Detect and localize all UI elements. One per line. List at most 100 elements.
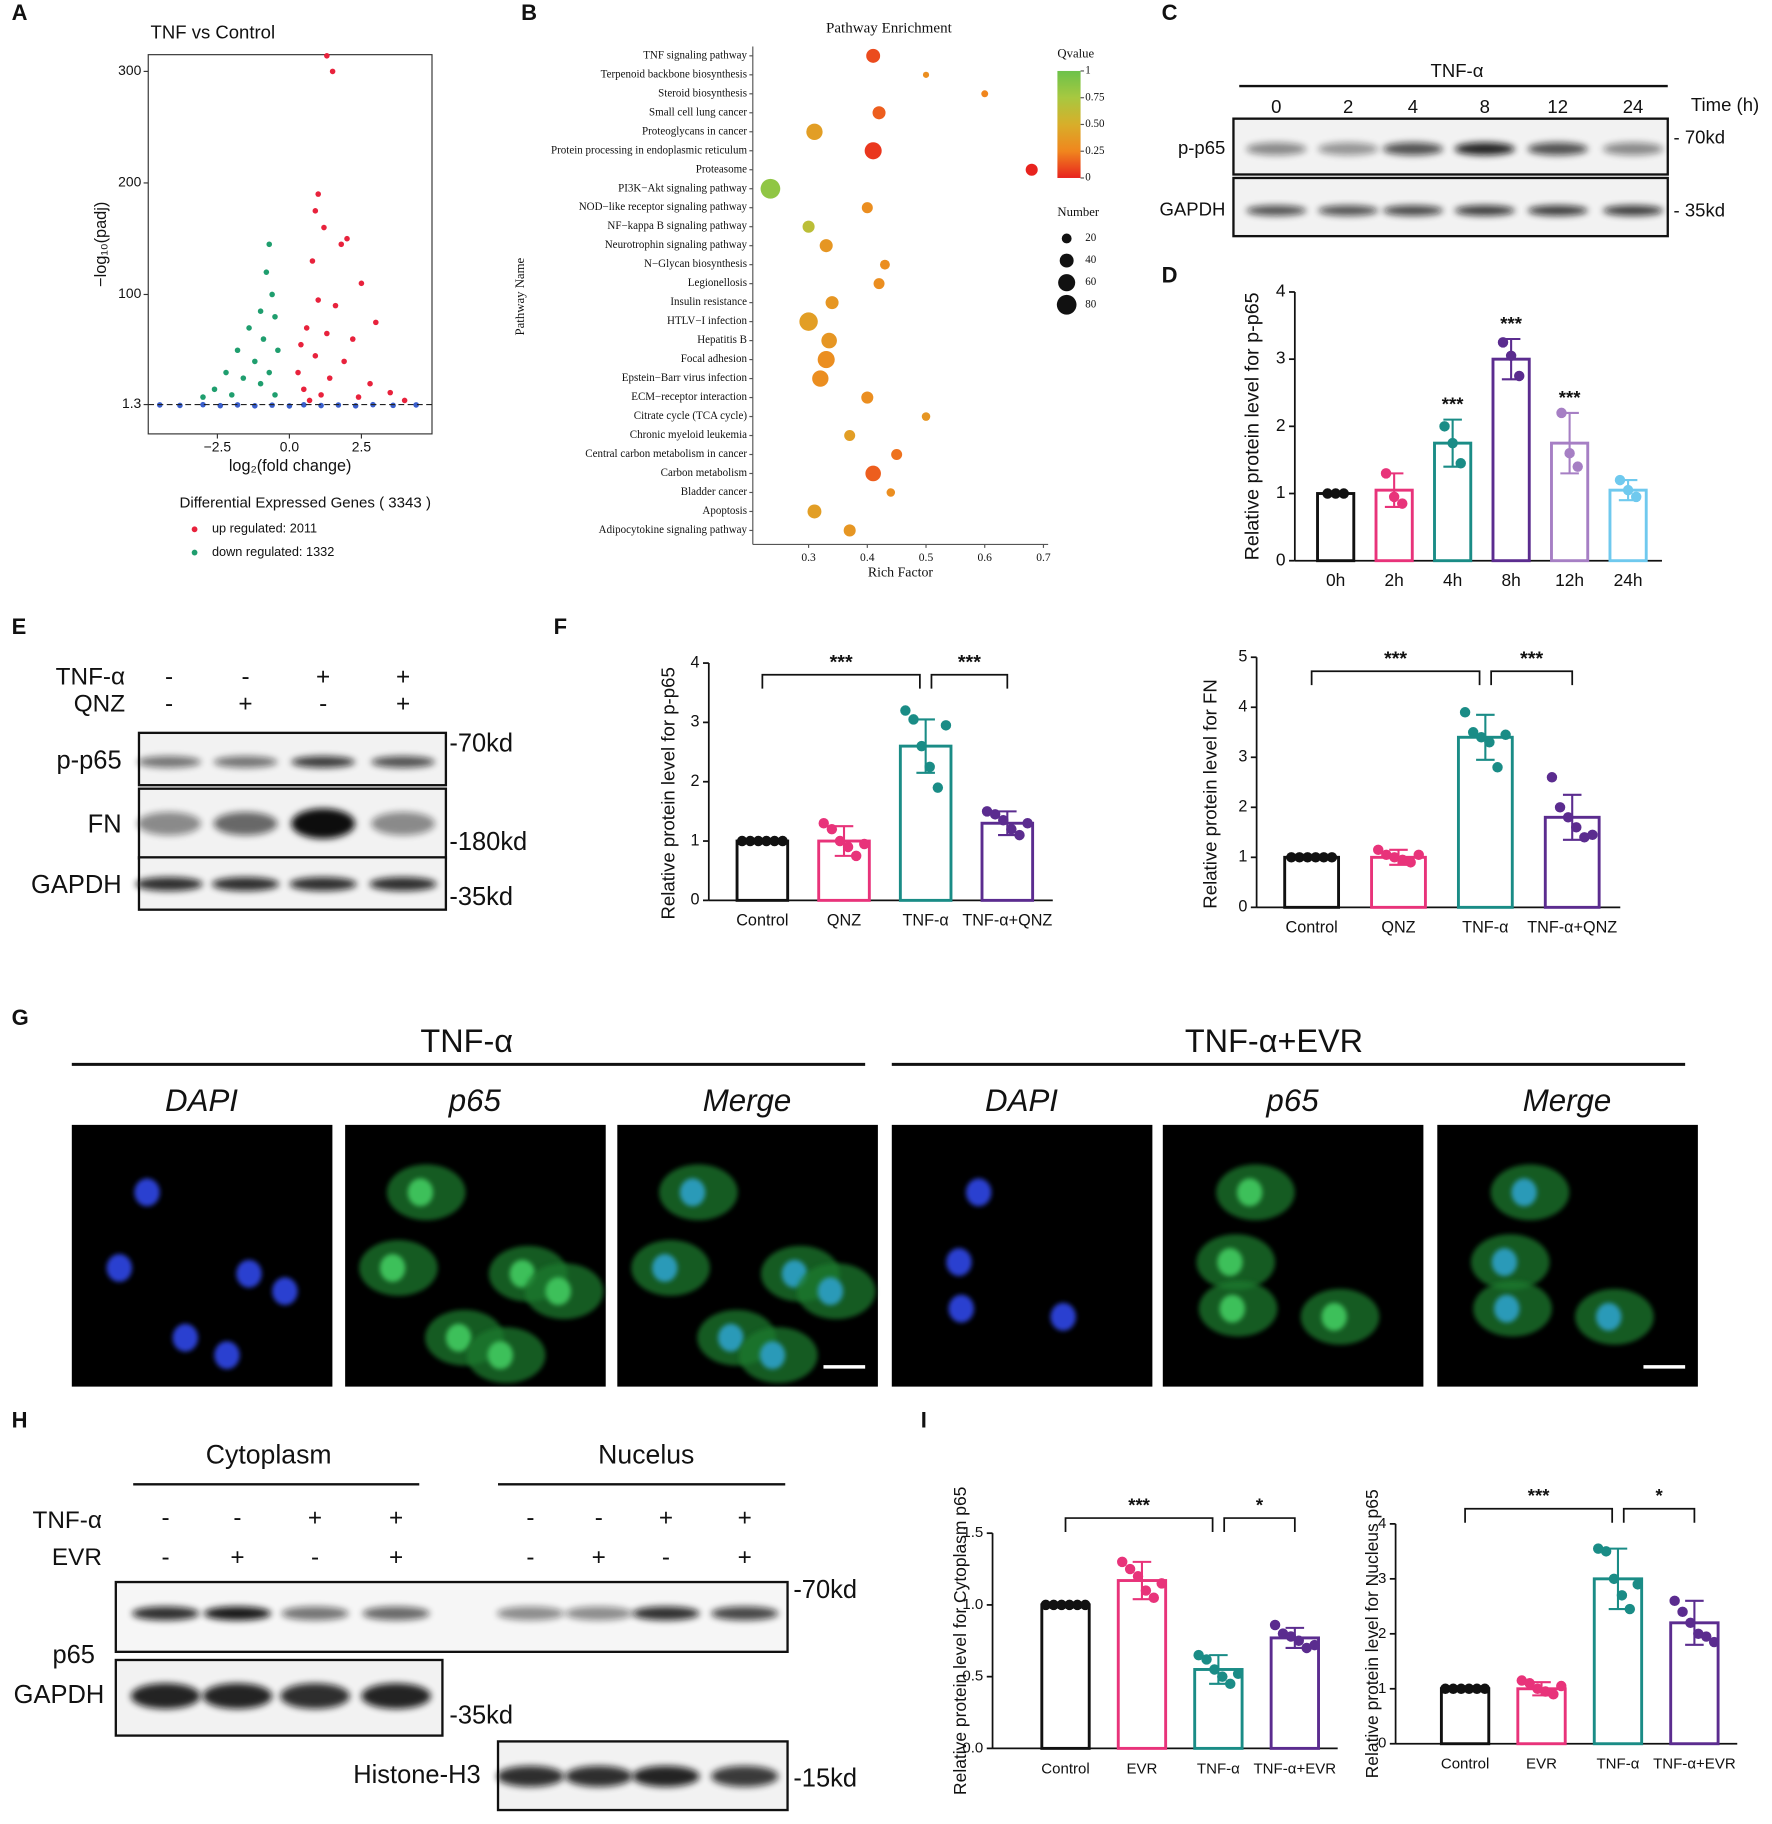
data-point: [908, 714, 919, 725]
blot-band: [496, 1606, 565, 1621]
point: [401, 397, 408, 404]
condition-sign: -: [162, 1505, 170, 1532]
data-point: [1624, 1603, 1636, 1615]
data-point: [1587, 829, 1598, 841]
point: [329, 68, 336, 75]
data-point: [1022, 818, 1033, 829]
nucleus: [817, 1277, 844, 1306]
nucleus: [545, 1277, 571, 1306]
data-point: [1072, 1599, 1083, 1611]
point: [301, 401, 307, 408]
data-point: [1554, 802, 1566, 813]
category-label: 4h: [1443, 570, 1462, 590]
data-point: [1459, 707, 1471, 718]
data-point: [1132, 1570, 1144, 1582]
x-tick-label: 2.5: [352, 439, 372, 455]
category-label: 12h: [1555, 570, 1584, 590]
point: [211, 386, 218, 393]
blot-band: [371, 811, 435, 836]
y-tick-label: 0.0: [962, 1739, 983, 1756]
category-label: Epstein−Barr virus infection: [622, 372, 748, 384]
colorbar-label: 0.25: [1085, 145, 1105, 157]
lane-label: 8: [1480, 96, 1490, 117]
category-label: Citrate cycle (TCA cycle): [634, 410, 748, 422]
category-label: TNF-α+QNZ: [1527, 919, 1617, 937]
category-label: ECM−receptor interaction: [631, 391, 747, 403]
y-tick-label: 1: [1378, 1680, 1386, 1697]
data-point: [924, 761, 935, 773]
blot-band: [211, 877, 280, 892]
y-tick-label: 5: [1238, 648, 1247, 666]
point: [200, 394, 206, 400]
blot-band: [371, 756, 435, 768]
bubble: [819, 239, 833, 253]
bracket-label: ***: [1384, 648, 1407, 670]
size-legend-dot: [1061, 233, 1072, 244]
data-point: [998, 815, 1009, 826]
data-point: [736, 835, 748, 847]
point: [234, 402, 241, 408]
category-label: EVR: [1526, 1756, 1557, 1773]
y-tick-label: 100: [118, 285, 141, 301]
condition-sign: +: [389, 1505, 403, 1532]
data-point: [761, 835, 772, 847]
y-tick-label: 1: [1238, 848, 1247, 866]
nucleus: [106, 1254, 133, 1282]
channel-label: Merge: [1523, 1083, 1612, 1118]
channel-label: Merge: [703, 1083, 792, 1118]
y-tick-label: 200: [118, 174, 141, 190]
data-point: [1632, 1579, 1643, 1590]
blot-band: [1246, 205, 1307, 216]
lane-label: 2: [1343, 96, 1353, 117]
point: [272, 313, 278, 320]
category-label: Terpenoid backbone biosynthesis: [601, 68, 747, 80]
bar: [1040, 1603, 1091, 1750]
size-legend-title: Number: [1057, 205, 1099, 219]
condition-label: TNF-α: [33, 1507, 102, 1534]
data-point: [1322, 488, 1333, 499]
micrograph: [71, 1124, 333, 1387]
fraction-label: Nucelus: [598, 1439, 694, 1469]
blot-band: [137, 811, 201, 836]
data-point: [1708, 1636, 1720, 1648]
category-label: 24h: [1614, 570, 1643, 590]
category-label: TNF-α: [1462, 919, 1508, 937]
bar: [1283, 855, 1341, 909]
category-label: QNZ: [1381, 919, 1415, 937]
nucleus: [214, 1341, 240, 1370]
blot-band: [203, 1606, 272, 1621]
point: [223, 369, 229, 376]
x-axis-label: log₂(fold change): [229, 457, 352, 475]
blot-band: [565, 1606, 633, 1621]
data-point: [1571, 822, 1582, 833]
bracket-label: *: [1256, 1494, 1264, 1515]
panel-label: G: [12, 1005, 29, 1030]
condition-label: QNZ: [74, 690, 125, 717]
chart-title: Pathway Enrichment: [826, 21, 953, 37]
data-point: [1006, 823, 1017, 835]
nucleus: [172, 1323, 199, 1352]
data-point: [1622, 484, 1634, 496]
point: [324, 52, 330, 59]
x-tick-label: 0.5: [919, 551, 934, 564]
point: [390, 402, 396, 409]
y-tick-label: 3: [1276, 348, 1286, 368]
condition-sign: +: [396, 664, 410, 691]
data-point: [1548, 1689, 1559, 1700]
blot-band: [1602, 205, 1664, 216]
row-label: p65: [52, 1641, 94, 1669]
nucleus: [407, 1178, 434, 1207]
y-tick-label: 0: [1276, 549, 1286, 569]
data-point: [1389, 852, 1400, 863]
data-point: [1209, 1664, 1220, 1675]
data-point: [1302, 852, 1313, 863]
data-point: [1380, 468, 1392, 479]
data-point: [1448, 1683, 1459, 1695]
bubble: [861, 391, 874, 404]
category-label: Hepatitis B: [697, 334, 747, 346]
data-point: [1556, 1680, 1567, 1692]
data-point: [940, 720, 952, 731]
bubble: [812, 370, 829, 387]
significance-label: ***: [1500, 313, 1522, 334]
category-label: Legionellosis: [688, 277, 747, 289]
